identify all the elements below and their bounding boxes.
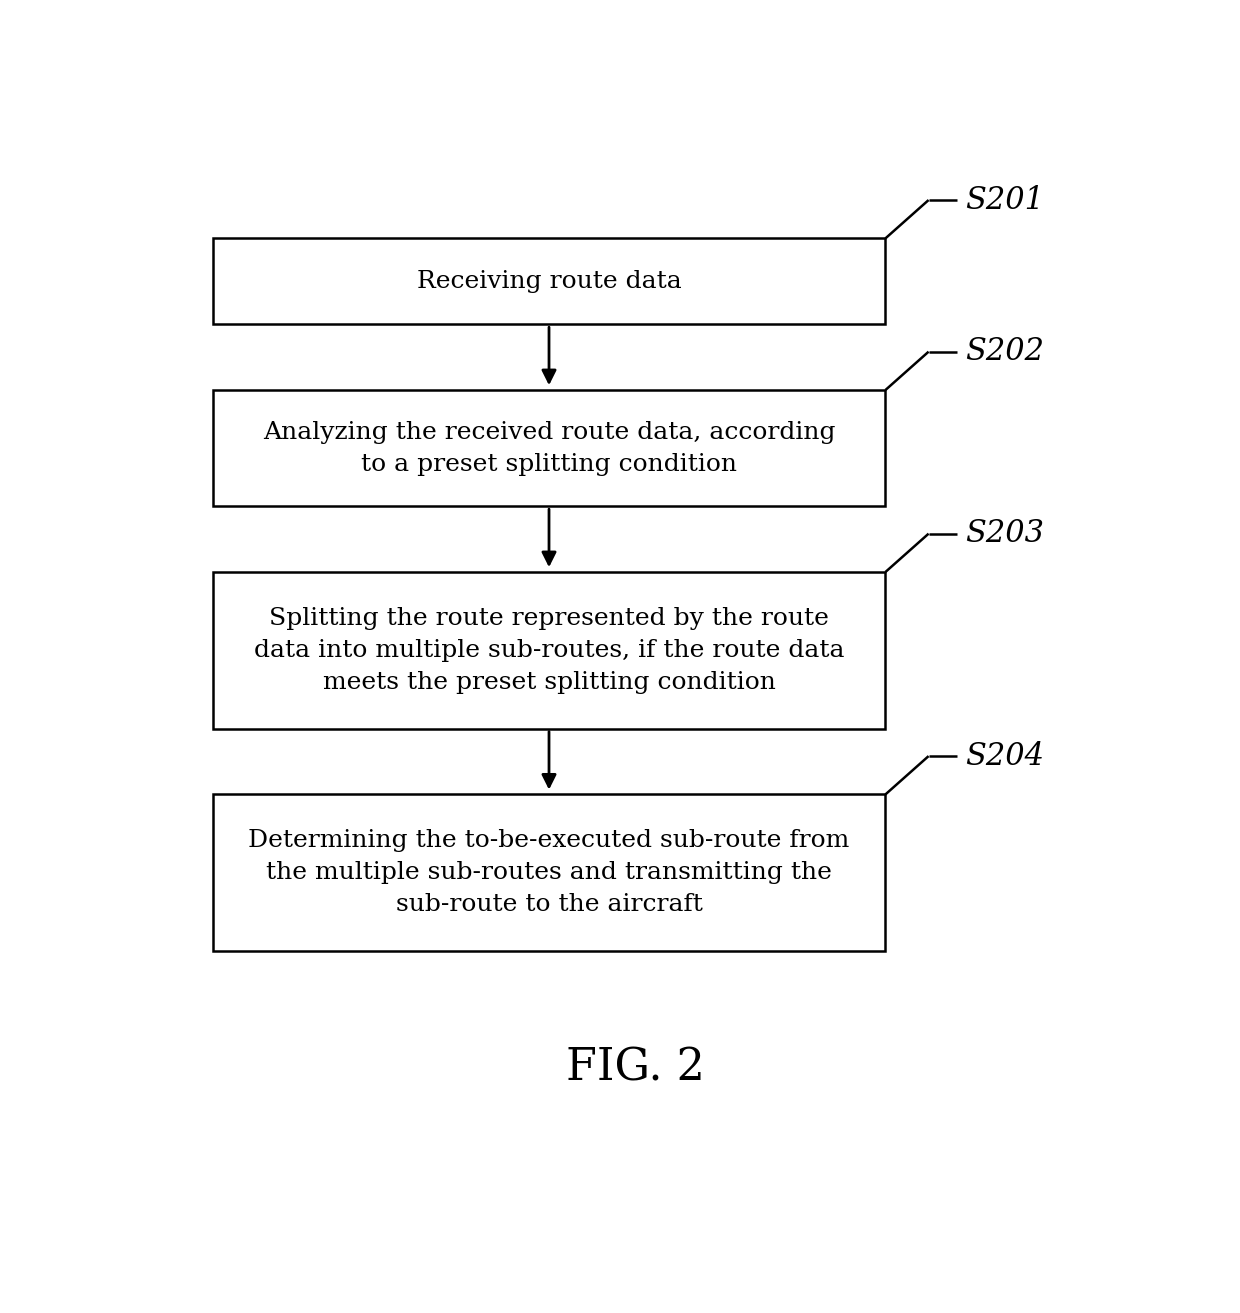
Text: FIG. 2: FIG. 2 (567, 1046, 704, 1088)
Text: Analyzing the received route data, according
to a preset splitting condition: Analyzing the received route data, accor… (263, 420, 836, 475)
Text: S204: S204 (965, 741, 1044, 772)
Text: Determining the to-be-executed sub-route from
the multiple sub-routes and transm: Determining the to-be-executed sub-route… (248, 830, 849, 916)
Text: S201: S201 (965, 185, 1044, 215)
Text: Splitting the route represented by the route
data into multiple sub-routes, if t: Splitting the route represented by the r… (254, 607, 844, 695)
Bar (213, 239, 885, 324)
Bar (213, 572, 885, 729)
Bar (213, 794, 885, 951)
Bar (213, 390, 885, 507)
Text: S202: S202 (965, 336, 1044, 368)
Text: S203: S203 (965, 519, 1044, 549)
Text: Receiving route data: Receiving route data (417, 270, 682, 293)
